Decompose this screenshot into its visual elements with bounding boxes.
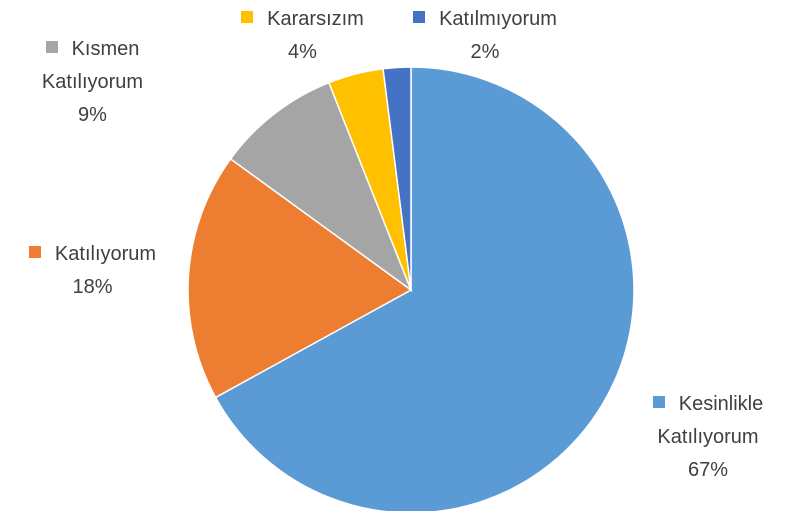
legend-marker [28, 246, 41, 258]
data-label: Kısmen Katılıyorum 9% [5, 33, 180, 132]
value-label: 2% [470, 41, 500, 63]
data-label: Kesinlikle Katılıyorum 67% [628, 388, 788, 487]
category-label: Katılıyorum [54, 243, 157, 265]
category-label: Kısmen Katılıyorum [41, 38, 144, 93]
value-label: 67% [687, 459, 729, 481]
value-label: 18% [72, 276, 113, 298]
legend-marker [241, 11, 254, 23]
legend-marker [652, 396, 665, 408]
data-label: Kararsızım 4% [205, 3, 400, 69]
pie-slice [214, 66, 635, 511]
legend-marker [413, 11, 426, 23]
category-label: Katılmıyorum [439, 8, 557, 30]
data-label: Katılıyorum 18% [0, 238, 185, 304]
pie-slice [229, 81, 413, 293]
value-label: 4% [288, 41, 317, 63]
data-label: Katılmıyorum 2% [372, 3, 598, 69]
legend-marker [45, 41, 58, 53]
category-label: Kararsızım [267, 8, 364, 30]
pie-slice [382, 66, 412, 291]
category-label: Kesinlikle Katılıyorum [657, 393, 764, 448]
pie-slice [187, 157, 413, 399]
value-label: 9% [78, 104, 107, 126]
